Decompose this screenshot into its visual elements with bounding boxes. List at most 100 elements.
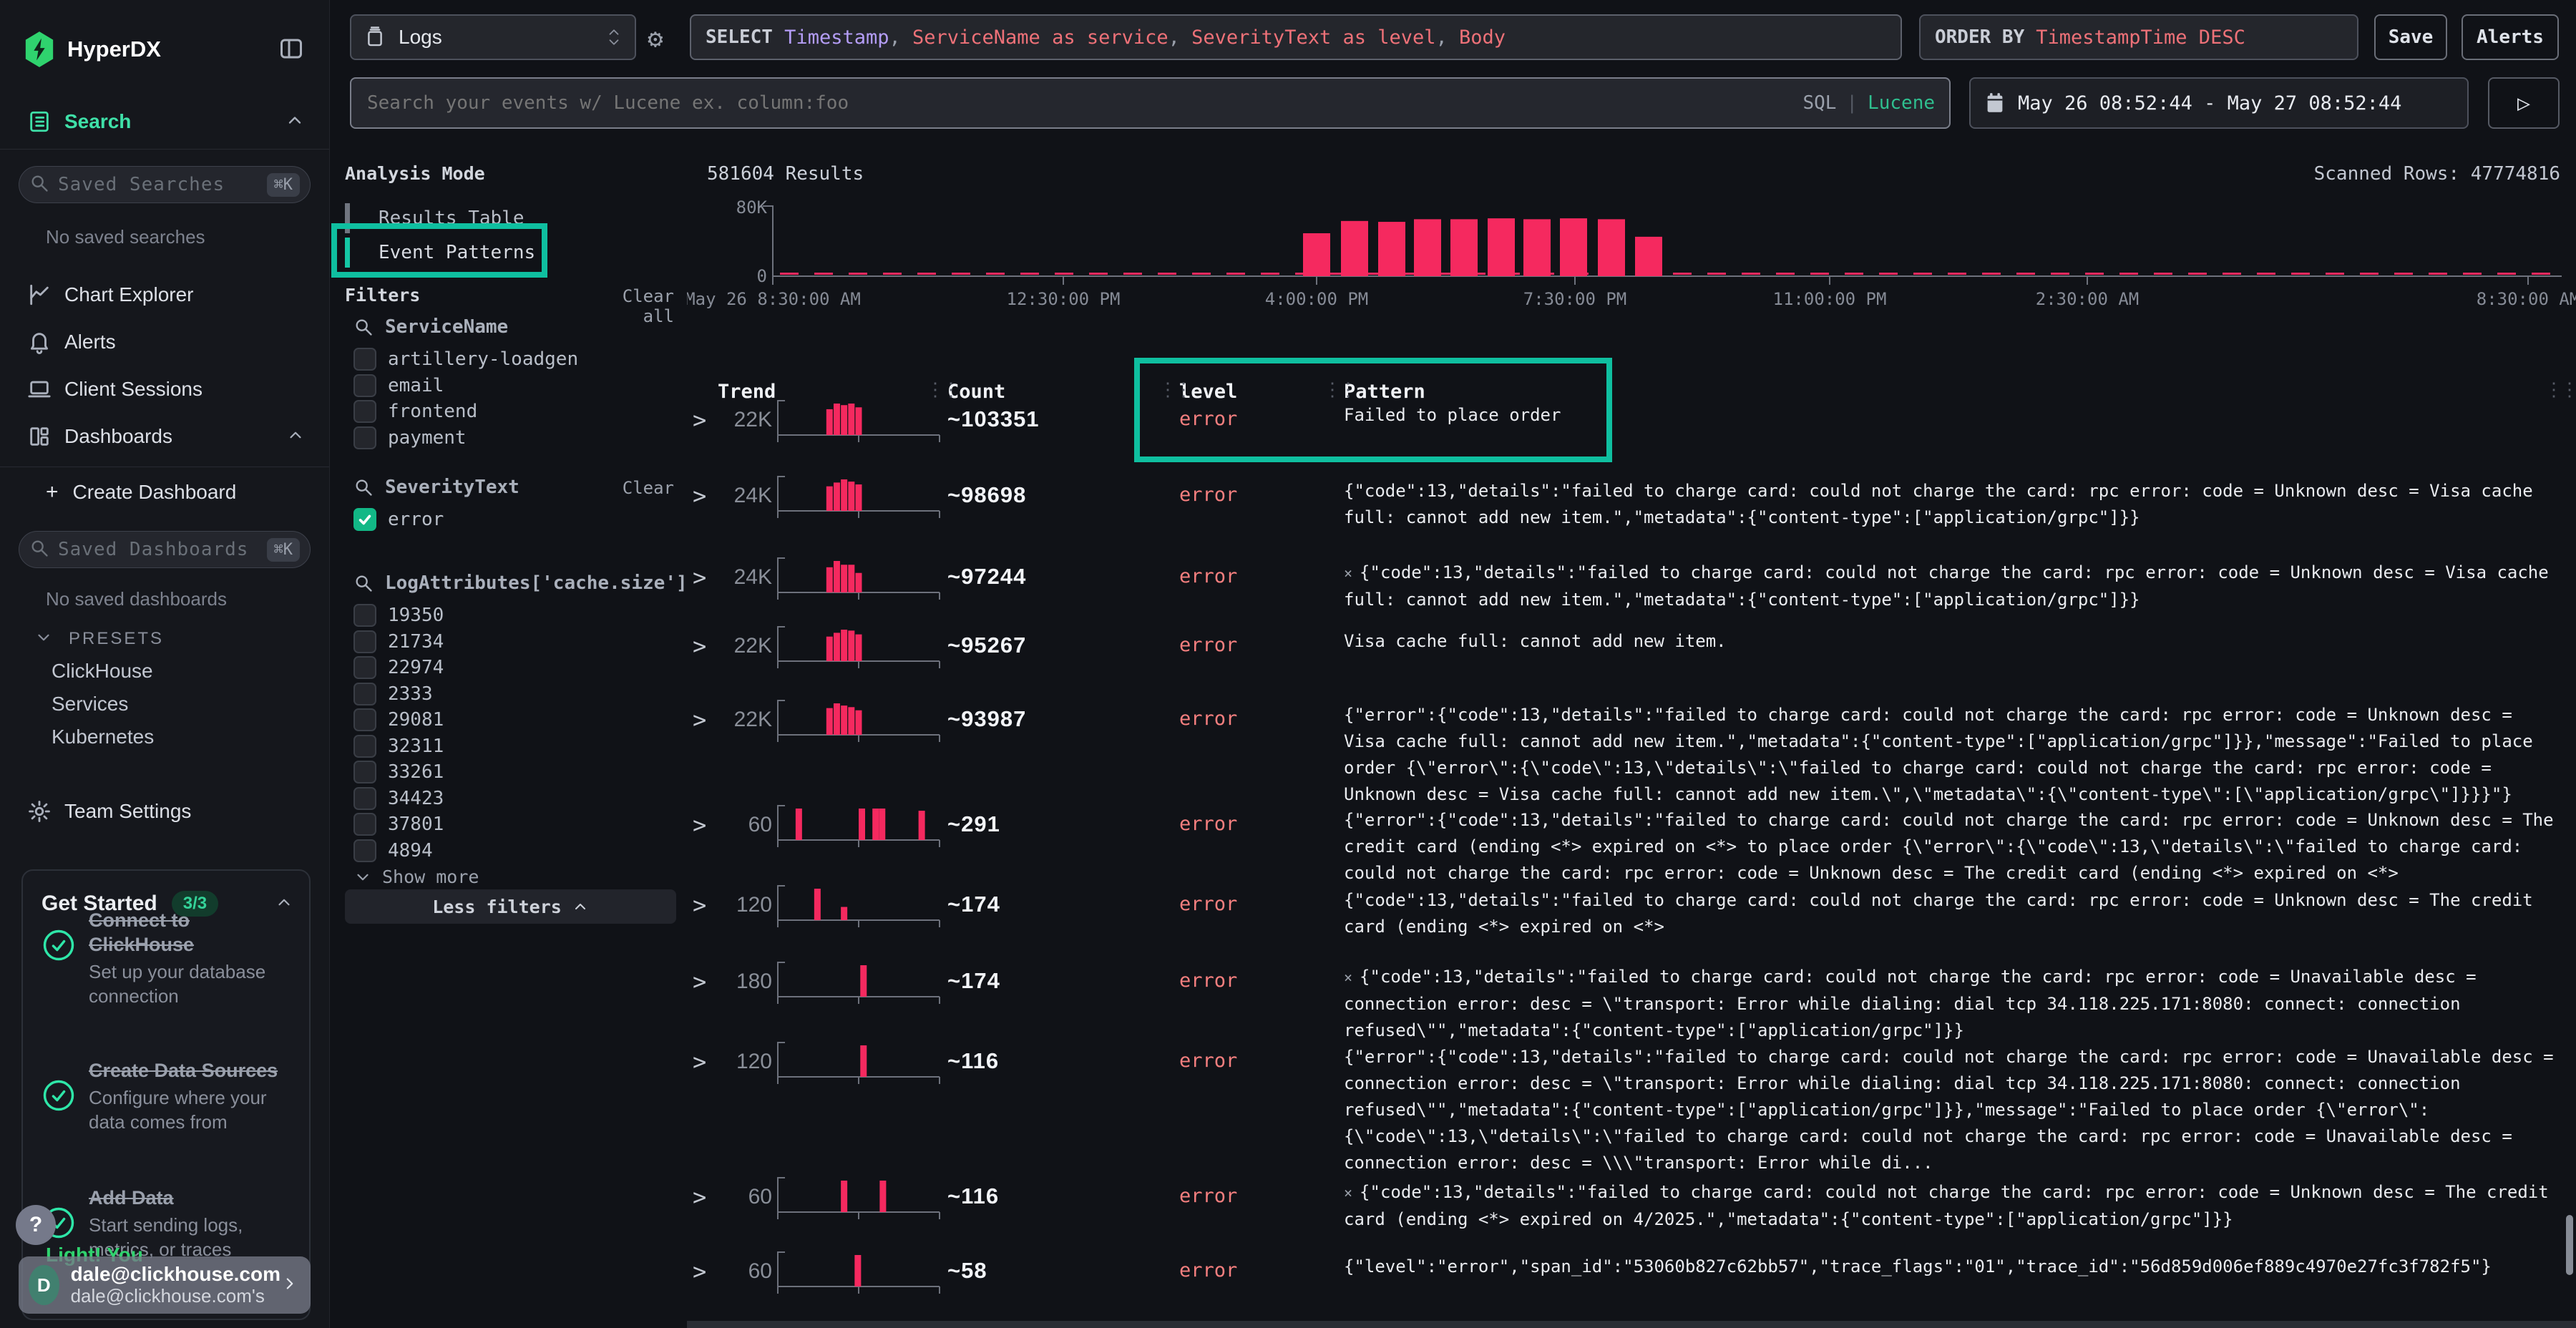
- filter-option[interactable]: frontend: [353, 400, 477, 423]
- run-query-button[interactable]: ▷: [2488, 77, 2560, 129]
- filter-option-label: 22974: [388, 657, 444, 678]
- level-value: error: [1179, 1259, 1237, 1281]
- pattern-count: ~93987: [947, 706, 1026, 732]
- filter-group-1[interactable]: SeverityText: [353, 477, 519, 498]
- help-button[interactable]: ?: [16, 1205, 56, 1245]
- mode-lucene-toggle[interactable]: Lucene: [1868, 92, 1935, 114]
- column-drag-handle-icon[interactable]: ⋮⋮: [2545, 379, 2576, 401]
- sidebar-item-chart-explorer[interactable]: Chart Explorer: [0, 276, 329, 313]
- saved-dashboards-input[interactable]: Saved Dashboards ⌘K: [19, 531, 311, 568]
- sidebar-item-label: Search: [64, 110, 131, 133]
- alerts-button[interactable]: Alerts: [2462, 14, 2559, 60]
- chevron-up-icon: [285, 110, 305, 133]
- row-expand-chevron[interactable]: >: [693, 406, 706, 434]
- clear-filter-button[interactable]: Clear: [617, 478, 674, 498]
- filter-option[interactable]: 37801: [353, 813, 444, 836]
- row-expand-chevron[interactable]: >: [693, 706, 706, 733]
- preset-item-kubernetes[interactable]: Kubernetes: [52, 726, 154, 748]
- row-expand-chevron[interactable]: >: [693, 811, 706, 839]
- avatar: D: [29, 1265, 59, 1305]
- results-histogram[interactable]: 80K0May 26 8:30:00 AM12:30:00 PM4:00:00 …: [687, 157, 2576, 322]
- row-expand-chevron[interactable]: >: [693, 1048, 706, 1075]
- analysis-mode-results-table[interactable]: Results Table: [345, 202, 660, 235]
- row-expand-chevron[interactable]: >: [693, 482, 706, 509]
- filter-option[interactable]: 2333: [353, 683, 433, 706]
- query-segment: ,: [889, 26, 900, 49]
- filter-option[interactable]: email: [353, 374, 444, 397]
- database-icon: [364, 26, 386, 49]
- pattern-count: ~95267: [947, 633, 1026, 658]
- row-expand-chevron[interactable]: >: [693, 1258, 706, 1285]
- save-button[interactable]: Save: [2374, 14, 2447, 60]
- filter-option[interactable]: 34423: [353, 787, 444, 810]
- source-select-value: Logs: [399, 26, 442, 49]
- sidebar-collapse-icon[interactable]: [278, 36, 305, 64]
- filter-option[interactable]: 33261: [353, 761, 444, 783]
- preset-item-services[interactable]: Services: [52, 693, 128, 716]
- get-started-step[interactable]: Create Data SourcesConfigure where your …: [40, 1058, 295, 1134]
- level-value: error: [1179, 708, 1237, 730]
- row-expand-chevron[interactable]: >: [693, 1183, 706, 1211]
- preset-item-clickhouse[interactable]: ClickHouse: [52, 660, 153, 683]
- filter-option[interactable]: 32311: [353, 735, 444, 758]
- mode-sql-toggle[interactable]: SQL: [1802, 92, 1836, 114]
- column-drag-handle-icon[interactable]: ⋮⋮: [1323, 379, 1355, 401]
- query-settings-gear-icon[interactable]: ⚙: [648, 24, 663, 54]
- filter-option[interactable]: 21734: [353, 630, 444, 653]
- filter-group-2[interactable]: LogAttributes['cache.size']: [353, 572, 688, 594]
- brand-name: HyperDX: [67, 36, 161, 62]
- sidebar-item-client-sessions[interactable]: Client Sessions: [0, 371, 329, 408]
- trend-sparkline: [776, 1040, 941, 1087]
- column-header-pattern[interactable]: Pattern: [1344, 381, 1425, 403]
- source-select[interactable]: Logs: [350, 14, 636, 60]
- select-query-text: Timestamp, ServiceName as service, Sever…: [773, 26, 1506, 49]
- sidebar-item-search[interactable]: Search: [0, 103, 329, 140]
- column-drag-handle-icon[interactable]: ⋮⋮: [1158, 379, 1190, 401]
- filter-group-0[interactable]: ServiceName: [353, 316, 508, 338]
- column-header-trend[interactable]: Trend: [718, 381, 776, 403]
- analysis-mode-event-patterns[interactable]: Event Patterns: [345, 236, 660, 269]
- create-dashboard-button[interactable]: + Create Dashboard: [0, 474, 329, 511]
- pattern-count: ~174: [947, 892, 1000, 917]
- event-search-input[interactable]: [366, 92, 1802, 114]
- date-range-picker[interactable]: May 26 08:52:44 - May 27 08:52:44: [1969, 77, 2469, 129]
- row-expand-chevron[interactable]: >: [693, 968, 706, 995]
- mode-label: Results Table: [379, 208, 525, 229]
- row-expand-chevron[interactable]: >: [693, 633, 706, 660]
- filter-option[interactable]: 22974: [353, 656, 444, 679]
- trend-ymax-label: 120: [712, 893, 772, 917]
- show-more-button[interactable]: Show more: [353, 866, 479, 887]
- horizontal-scrollbar-track[interactable]: [687, 1321, 2576, 1328]
- step-title: Add Data: [89, 1186, 295, 1210]
- filters-label: Filters: [345, 285, 420, 306]
- row-expand-chevron[interactable]: >: [693, 564, 706, 591]
- sidebar-item-team-settings[interactable]: Team Settings: [0, 793, 329, 830]
- sidebar-item-alerts[interactable]: Alerts: [0, 323, 329, 361]
- mode-divider: |: [1846, 92, 1858, 114]
- trend-ymax-label: 180: [712, 970, 772, 994]
- vertical-scrollbar-thumb[interactable]: [2566, 1215, 2573, 1275]
- saved-searches-input[interactable]: Saved Searches ⌘K: [19, 166, 311, 203]
- clear-all-button[interactable]: Clear all: [588, 286, 674, 326]
- pattern-count: ~174: [947, 968, 1000, 994]
- presets-toggle[interactable]: PRESETS: [34, 628, 164, 650]
- select-query-input[interactable]: SELECT Timestamp, ServiceName as service…: [690, 14, 1902, 60]
- filter-option[interactable]: 29081: [353, 708, 444, 731]
- filter-option[interactable]: 4894: [353, 839, 433, 862]
- user-menu[interactable]: D dale@clickhouse.com dale@clickhouse.co…: [19, 1256, 311, 1314]
- level-value: error: [1179, 893, 1237, 915]
- filter-option[interactable]: 19350: [353, 604, 444, 627]
- chevron-right-icon: [280, 1274, 299, 1296]
- get-started-step[interactable]: Connect to ClickHouseSet up your databas…: [40, 908, 295, 1008]
- svg-text:12:30:00 PM: 12:30:00 PM: [1007, 289, 1121, 309]
- filter-option[interactable]: error: [353, 508, 444, 531]
- row-expand-chevron[interactable]: >: [693, 892, 706, 919]
- filter-option[interactable]: payment: [353, 426, 467, 449]
- sidebar-item-label: Alerts: [64, 331, 116, 353]
- order-by-input[interactable]: ORDER BY TimestampTime DESC: [1919, 14, 2358, 60]
- less-filters-button[interactable]: Less filters: [345, 889, 676, 924]
- sidebar-item-dashboards[interactable]: Dashboards: [0, 418, 329, 455]
- user-email: dale@clickhouse.com: [71, 1263, 280, 1286]
- search-icon: [353, 573, 374, 593]
- filter-option[interactable]: artillery-loadgen: [353, 348, 578, 371]
